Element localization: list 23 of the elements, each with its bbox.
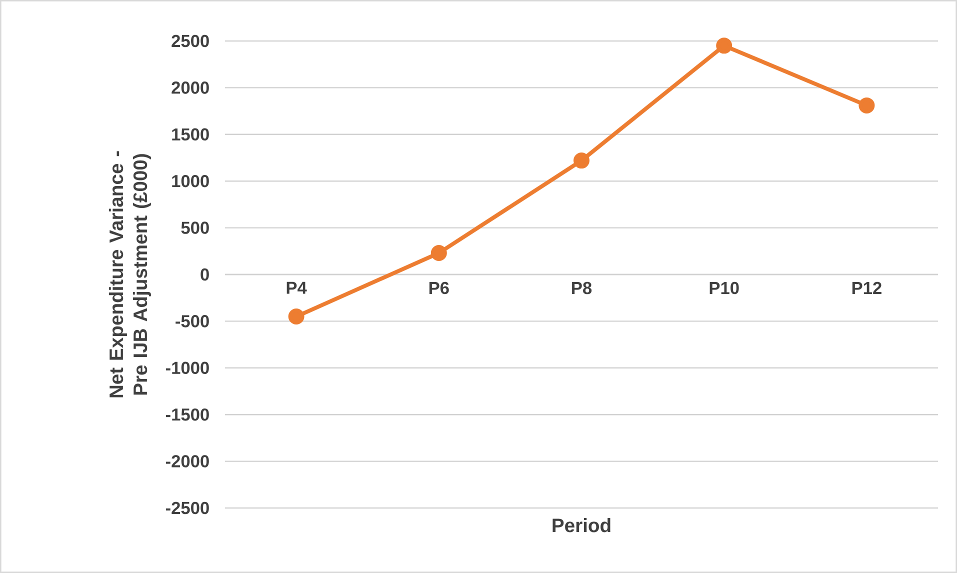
point <box>430 245 447 262</box>
y-tick-label: 1500 <box>172 128 209 141</box>
y-tick-label: 0 <box>200 268 209 281</box>
x-axis-title: Period <box>552 518 610 532</box>
y-tick-label: 2000 <box>172 82 209 94</box>
x-tick-label: P4 <box>286 282 307 294</box>
x-tick-label: P12 <box>852 282 882 294</box>
point <box>573 152 590 169</box>
y-tick-label: -500 <box>176 315 209 328</box>
y-tick-label: -2500 <box>166 502 209 514</box>
x-tick-label: P10 <box>710 282 739 294</box>
y-axis-title: Net Expenditure Variance - Pre IJB Adjustment (£000) <box>108 151 151 398</box>
y-tick-label: -1500 <box>166 408 209 421</box>
x-tick-label: P8 <box>572 282 592 294</box>
point <box>716 38 732 54</box>
y-tick-label: 500 <box>181 222 209 234</box>
point <box>858 97 875 114</box>
point <box>288 308 304 325</box>
y-tick-label: -2000 <box>166 455 209 468</box>
y-tick-label: 2500 <box>172 34 209 48</box>
y-tick-label: 1000 <box>172 174 209 188</box>
x-tick-label: P6 <box>429 282 449 294</box>
y-tick-label: -1000 <box>166 362 209 374</box>
